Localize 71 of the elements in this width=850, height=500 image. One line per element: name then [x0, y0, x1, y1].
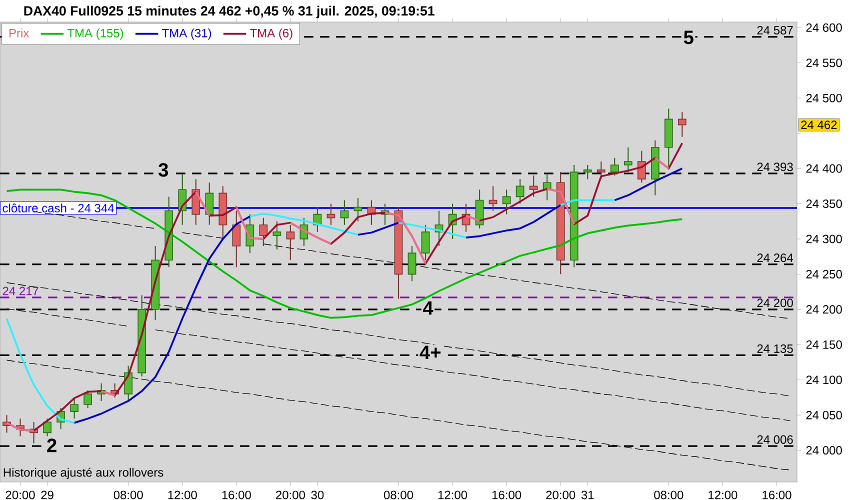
ref-line-label: 24 587 [757, 26, 793, 35]
text: TMA (155) [67, 28, 124, 40]
candlestick [340, 200, 349, 226]
y-tick-label: 24 050 [806, 410, 842, 420]
y-tick-label: 24 400 [806, 164, 842, 173]
x-tick-label: 29 [41, 490, 54, 500]
y-tick-label: 24 300 [806, 234, 842, 244]
y-tick-label: 24 500 [806, 94, 842, 102]
x-tick-label: 30 [311, 490, 324, 500]
candlestick [583, 164, 592, 180]
candlestick [596, 160, 606, 180]
candlestick [259, 217, 268, 247]
chart-title: DAX40 Full0925 15 minutes 24 462 +0,45 % 31 juil. 2025, 09:19:51 [24, 6, 434, 18]
ref-line-label: 24 393 [757, 162, 793, 172]
x-tick-label: 08:00 [114, 490, 143, 500]
y-tick-label: 24 100 [806, 376, 842, 384]
text: TMA (31) [162, 28, 212, 40]
x-tick-label: 08:00 [384, 490, 414, 500]
x-tick-label: 16:00 [762, 490, 792, 500]
candlestick [610, 157, 619, 176]
candlestick [516, 178, 524, 204]
y-tick-label: 24 350 [806, 199, 842, 208]
y-tick-label: 24 000 [806, 446, 842, 455]
ref-line-label: clôture cash - 24 344 [2, 204, 114, 212]
y-tick-label: 24 200 [806, 305, 842, 314]
candlestick [232, 210, 241, 268]
ref-line-label: 24 006 [757, 435, 793, 444]
ref-line-label: 24 264 [757, 254, 794, 262]
annotation: 5 [684, 30, 694, 44]
x-tick-label: 31 [581, 490, 594, 500]
candlestick [272, 220, 282, 250]
annotation: 2 [47, 438, 56, 452]
y-tick-label: 24 600 [806, 23, 842, 32]
candlestick [502, 189, 511, 215]
x-tick-label: 20:00 [546, 490, 576, 500]
candlestick [529, 175, 538, 198]
y-tick-label: 24 150 [806, 340, 842, 349]
candlestick [84, 390, 92, 409]
text: TMA (6) [250, 28, 292, 40]
x-tick-label: 20:00 [276, 490, 305, 500]
ref-line-label: 24 135 [757, 344, 793, 353]
x-tick-label: 16:00 [222, 490, 251, 500]
x-tick-label: 12:00 [168, 490, 197, 500]
x-tick-label: 08:00 [654, 490, 684, 500]
annotation: 4 [422, 301, 434, 315]
annotation: 3 [158, 163, 168, 177]
x-tick-label: 16:00 [492, 490, 522, 500]
annotation: 4+ [420, 346, 441, 359]
candlestick [637, 150, 646, 184]
y-tick-label: 24 250 [806, 270, 842, 278]
candlestick [326, 203, 336, 226]
annotation: Historique ajusté aux rollovers [4, 468, 164, 480]
text: 24 462 [801, 120, 837, 130]
x-tick-label: 12:00 [708, 490, 738, 500]
candlestick [70, 396, 78, 420]
candlestick [205, 182, 214, 226]
ref-line-label: 24 200 [757, 298, 793, 308]
candlestick [678, 112, 686, 138]
ref-line-label: 24 217 [2, 286, 38, 296]
candlestick [354, 198, 362, 222]
x-tick-label: 20:00 [6, 490, 35, 500]
text: Prix [10, 28, 30, 38]
candlestick [124, 365, 133, 402]
y-tick-label: 24 550 [806, 58, 842, 68]
x-tick-label: 12:00 [438, 490, 468, 500]
candlestick [624, 146, 632, 173]
candlestick [421, 224, 430, 261]
candlestick [488, 186, 498, 212]
candlestick [408, 245, 416, 282]
candlestick [286, 224, 295, 261]
candlestick [43, 418, 52, 437]
